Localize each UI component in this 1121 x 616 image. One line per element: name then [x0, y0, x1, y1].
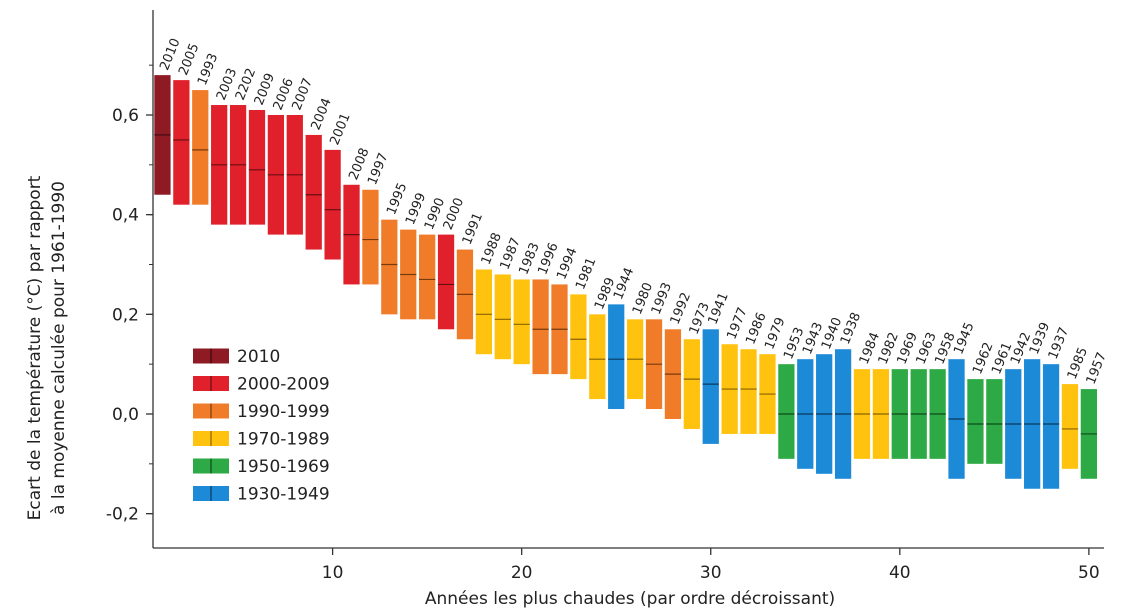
axes-layer	[152, 10, 1104, 549]
bar-rank-20	[513, 279, 530, 365]
bar-year-label: 2001	[327, 111, 353, 147]
legend-label-1970s: 1970-1989	[237, 430, 330, 450]
y-tick-label: 0,0	[112, 405, 139, 425]
bar-rank-19	[494, 274, 511, 360]
bar-year-label: 2004	[309, 96, 335, 132]
bar-year-label: 1991	[460, 211, 486, 247]
x-tick-label: 40	[889, 563, 911, 583]
y-tick-label: 0,6	[112, 106, 139, 126]
bar-rank-10	[324, 149, 341, 260]
bar-rank-23	[570, 294, 587, 380]
bar-rank-12	[362, 189, 379, 285]
bar-rank-18	[475, 269, 492, 355]
bars-layer: 2010200519932003220220092006200720042001…	[154, 36, 1110, 489]
bar-rank-44	[967, 379, 984, 464]
y-tick-label: 0,2	[112, 305, 139, 325]
bar-rank-16	[437, 234, 455, 330]
bar-rank-25	[608, 304, 625, 410]
bar-year-label: 1993	[195, 51, 221, 87]
bar-rank-29	[683, 339, 700, 429]
y-tick-label: 0,4	[112, 206, 139, 226]
ticks-layer: -0,2 0,0 0,2 0,4 0,6 10 20 30 40 50	[106, 64, 1100, 583]
bar-rank-48	[1042, 364, 1060, 489]
x-tick-label: 10	[322, 563, 344, 583]
legend-label-1950s: 1950-1969	[237, 457, 330, 477]
legend-label-2000s: 2000-2009	[237, 375, 330, 395]
bar-rank-9	[305, 134, 322, 250]
bar-year-label: 1981	[573, 256, 599, 292]
bar-rank-6	[248, 110, 266, 225]
y-tick-label: -0,2	[106, 505, 139, 525]
x-axis-title: Années les plus chaudes (par ordre décro…	[425, 589, 835, 609]
legend-label-1990s: 1990-1999	[237, 402, 330, 422]
y-axis-title-line-2: à la moyenne calculée pour 1961-1990	[49, 181, 69, 515]
bar-rank-49	[1061, 384, 1079, 469]
bar-rank-30	[702, 329, 719, 444]
legend-label-1930s: 1930-1949	[237, 485, 330, 505]
bar-rank-45	[986, 379, 1003, 464]
bar-rank-21	[532, 279, 549, 375]
bar-rank-34	[778, 364, 795, 459]
legend: 2010 2000-2009 1990-1999 1970-1989 1950-1969…	[193, 347, 330, 505]
x-tick-label: 50	[1078, 563, 1100, 583]
bar-rank-32	[740, 349, 757, 434]
y-axis-title-line-1: Ecart de la température (°C) par rapport	[25, 175, 45, 520]
x-tick-label: 30	[700, 563, 722, 583]
bar-rank-15	[419, 234, 436, 320]
bar-rank-2	[173, 80, 190, 205]
bar-rank-24	[589, 314, 606, 400]
legend-label-2010: 2010	[237, 347, 280, 367]
x-tick-label: 20	[511, 563, 533, 583]
bar-rank-3	[192, 90, 209, 205]
bar-rank-13	[381, 219, 398, 315]
